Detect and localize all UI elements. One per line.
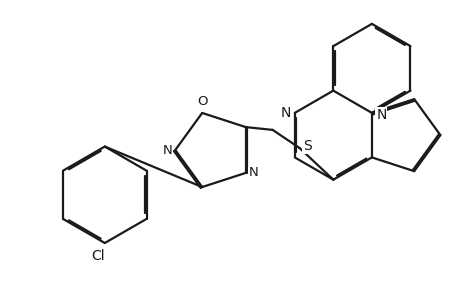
Text: S: S — [302, 139, 311, 153]
Text: N: N — [280, 106, 291, 120]
Text: N: N — [162, 143, 172, 157]
Text: O: O — [196, 95, 207, 108]
Text: N: N — [248, 167, 258, 179]
Text: N: N — [375, 108, 386, 122]
Text: Cl: Cl — [91, 249, 105, 263]
